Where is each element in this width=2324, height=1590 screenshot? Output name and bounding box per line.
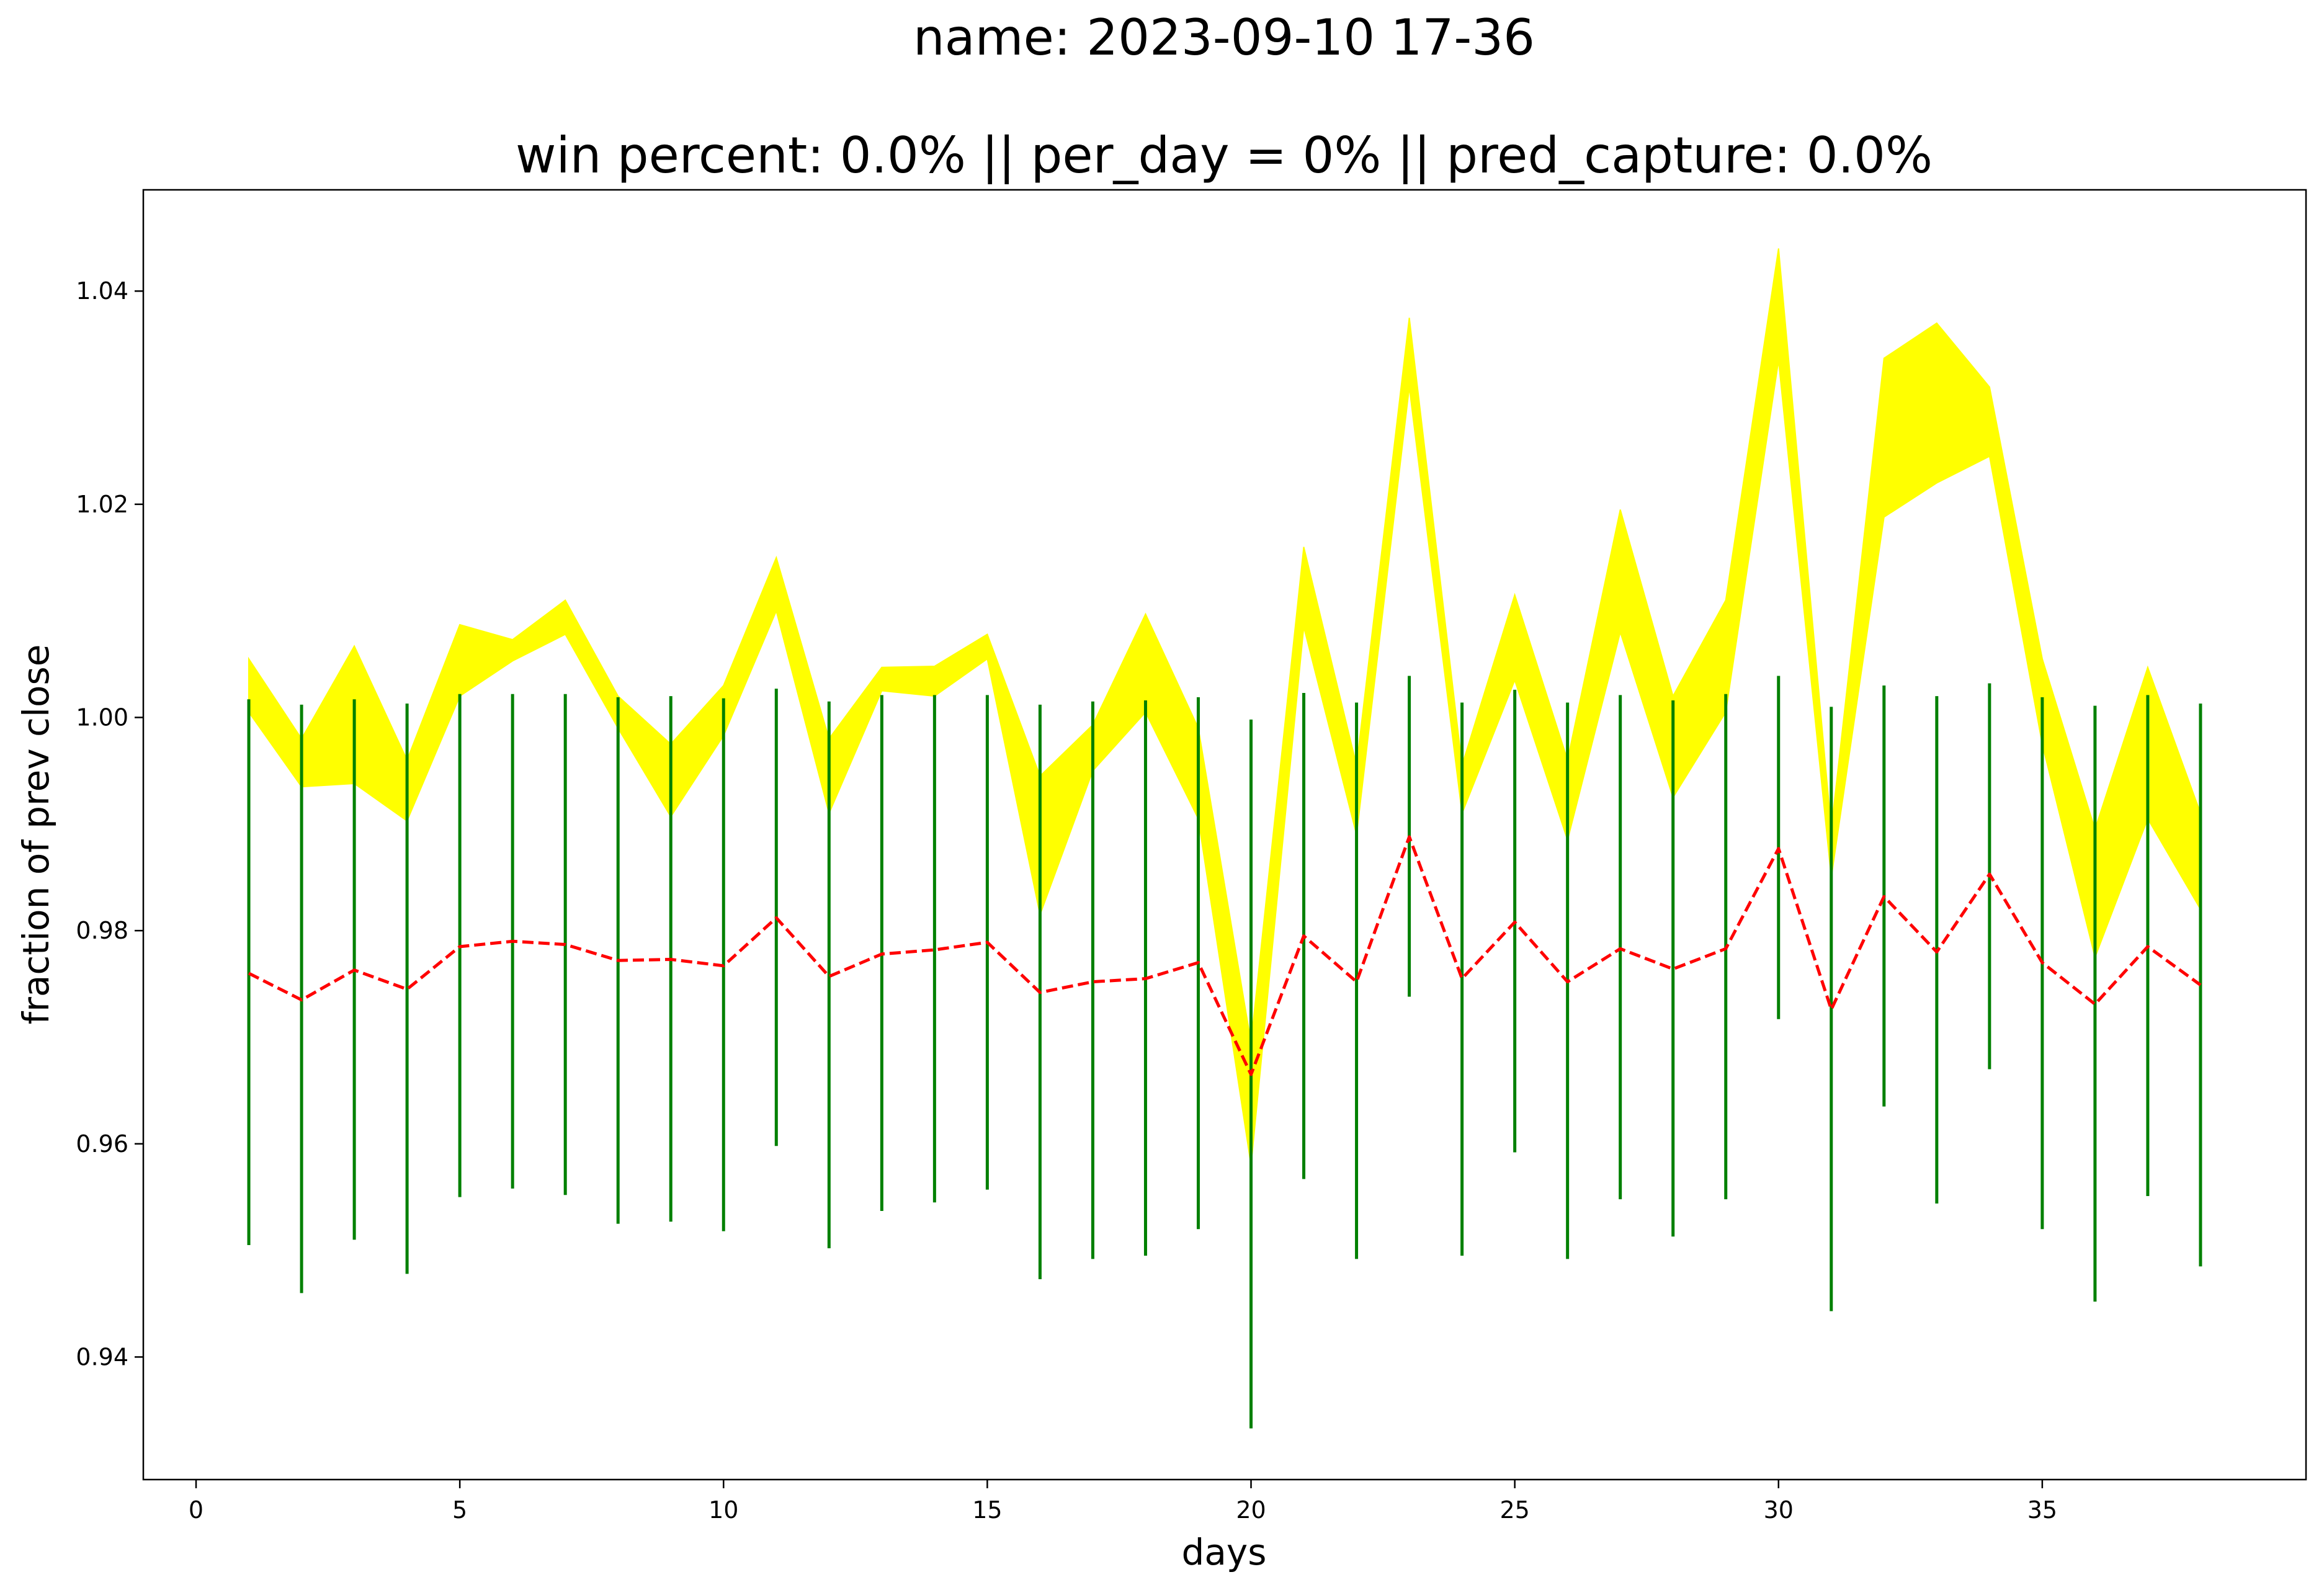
plot-area bbox=[247, 248, 2202, 1429]
x-tick-label-35: 35 bbox=[2027, 1496, 2057, 1524]
x-tick-label-5: 5 bbox=[452, 1496, 467, 1524]
chart-subtitle: win percent: 0.0% || per_day = 0% || pre… bbox=[516, 127, 1933, 185]
plot-frame bbox=[142, 189, 2307, 1481]
x-tick-label-0: 0 bbox=[189, 1496, 203, 1524]
y-tick-label-2: 0.98 bbox=[76, 917, 128, 944]
x-tick-label-10: 10 bbox=[708, 1496, 738, 1524]
x-tick-label-25: 25 bbox=[1499, 1496, 1529, 1524]
y-tick-label-0: 0.94 bbox=[76, 1343, 128, 1370]
predicted-line bbox=[248, 835, 2202, 1076]
y-tick-label-4: 1.02 bbox=[76, 491, 128, 518]
x-tick-label-30: 30 bbox=[1764, 1496, 1794, 1524]
y-tick-label-5: 1.04 bbox=[76, 277, 128, 305]
x-tick-label-20: 20 bbox=[1236, 1496, 1266, 1524]
y-axis-label: fraction of prev close bbox=[15, 645, 57, 1025]
y-tick-label-3: 1.00 bbox=[76, 704, 128, 731]
y-tick-label-1: 0.96 bbox=[76, 1130, 128, 1158]
x-tick-label-15: 15 bbox=[972, 1496, 1002, 1524]
y-axis: 0.94 0.96 0.98 1.00 1.02 1.04 bbox=[76, 277, 143, 1370]
x-axis-label: days bbox=[1182, 1531, 1267, 1573]
chart-title: name: 2023-09-10 17-36 bbox=[913, 9, 1535, 66]
x-axis: 0 5 10 15 20 25 30 35 bbox=[189, 1480, 2057, 1524]
